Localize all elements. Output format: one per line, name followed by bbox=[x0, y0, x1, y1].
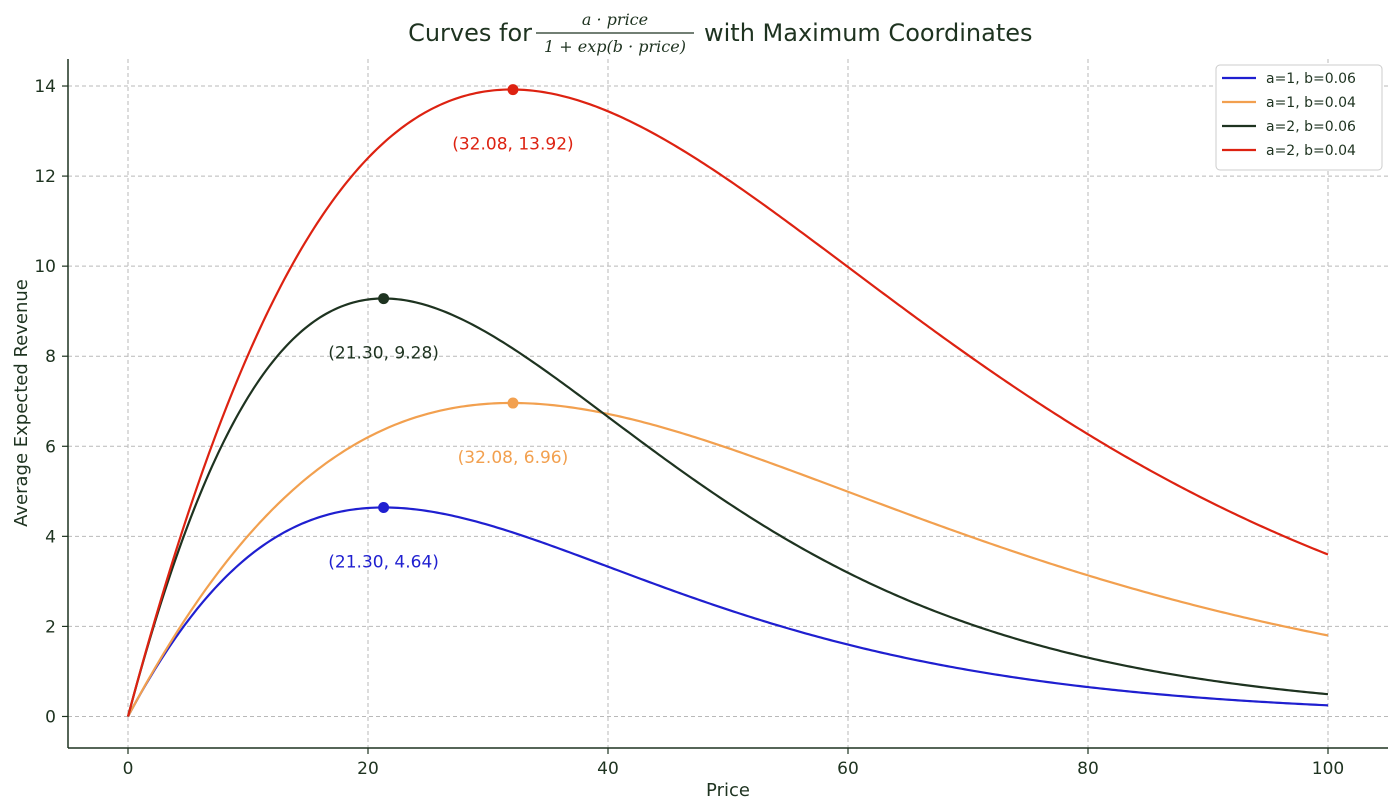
series-line-4 bbox=[126, 88, 1329, 717]
max-label-2: (32.08, 6.96) bbox=[458, 448, 569, 468]
max-point-3 bbox=[378, 293, 390, 305]
legend-entry: a=1, b=0.06 bbox=[1266, 71, 1356, 87]
max-point-1 bbox=[378, 502, 390, 514]
legend: a=1, b=0.06 a=1, b=0.04 a=2, b=0.06 a=2, b=… bbox=[1215, 64, 1383, 171]
title-prefix: Curves for bbox=[408, 19, 532, 47]
y-tick-label: 10 bbox=[34, 257, 56, 277]
max-label-4: (32.08, 13.92) bbox=[452, 135, 573, 155]
y-tick-label: 6 bbox=[45, 437, 56, 457]
series-lines bbox=[126, 88, 1329, 718]
y-tick-label: 2 bbox=[45, 617, 56, 637]
legend-box bbox=[1215, 64, 1383, 171]
x-tick-label: 40 bbox=[597, 759, 619, 779]
max-point-2 bbox=[507, 397, 519, 409]
y-axis-label: Average Expected Revenue bbox=[11, 279, 32, 527]
x-tick-label: 20 bbox=[357, 759, 379, 779]
y-tick-label: 12 bbox=[34, 167, 56, 187]
legend-entry: a=2, b=0.06 bbox=[1266, 119, 1356, 135]
y-axis-ticks: 0 2 4 6 8 10 12 14 bbox=[34, 77, 68, 727]
grid bbox=[68, 59, 1388, 748]
x-tick-label: 0 bbox=[123, 759, 134, 779]
max-annotations: (21.30, 4.64) (32.08, 6.96) (21.30, 9.28) (… bbox=[328, 135, 573, 573]
y-tick-label: 14 bbox=[34, 77, 56, 97]
chart-title: Curves for a · price 1 + exp(b · price) … bbox=[408, 10, 1032, 56]
x-axis-label: Price bbox=[706, 780, 750, 801]
max-point-4 bbox=[507, 84, 519, 96]
legend-entry: a=1, b=0.04 bbox=[1266, 95, 1356, 111]
y-tick-label: 4 bbox=[45, 527, 56, 547]
x-tick-label: 60 bbox=[837, 759, 859, 779]
series-line-3 bbox=[126, 297, 1329, 717]
title-numerator: a · price bbox=[582, 10, 648, 29]
series-line-2 bbox=[127, 401, 1329, 717]
y-tick-label: 0 bbox=[45, 707, 56, 727]
x-tick-label: 80 bbox=[1077, 759, 1099, 779]
title-denominator: 1 + exp(b · price) bbox=[544, 37, 686, 56]
x-axis-ticks: 0 20 40 60 80 100 bbox=[123, 748, 1344, 779]
series-line-1 bbox=[127, 506, 1329, 718]
max-label-3: (21.30, 9.28) bbox=[328, 344, 439, 364]
x-tick-label: 100 bbox=[1312, 759, 1344, 779]
max-label-1: (21.30, 4.64) bbox=[328, 553, 439, 573]
title-suffix: with Maximum Coordinates bbox=[704, 19, 1033, 47]
legend-entry: a=2, b=0.04 bbox=[1266, 143, 1356, 159]
max-markers bbox=[378, 84, 519, 514]
y-tick-label: 8 bbox=[45, 347, 56, 367]
